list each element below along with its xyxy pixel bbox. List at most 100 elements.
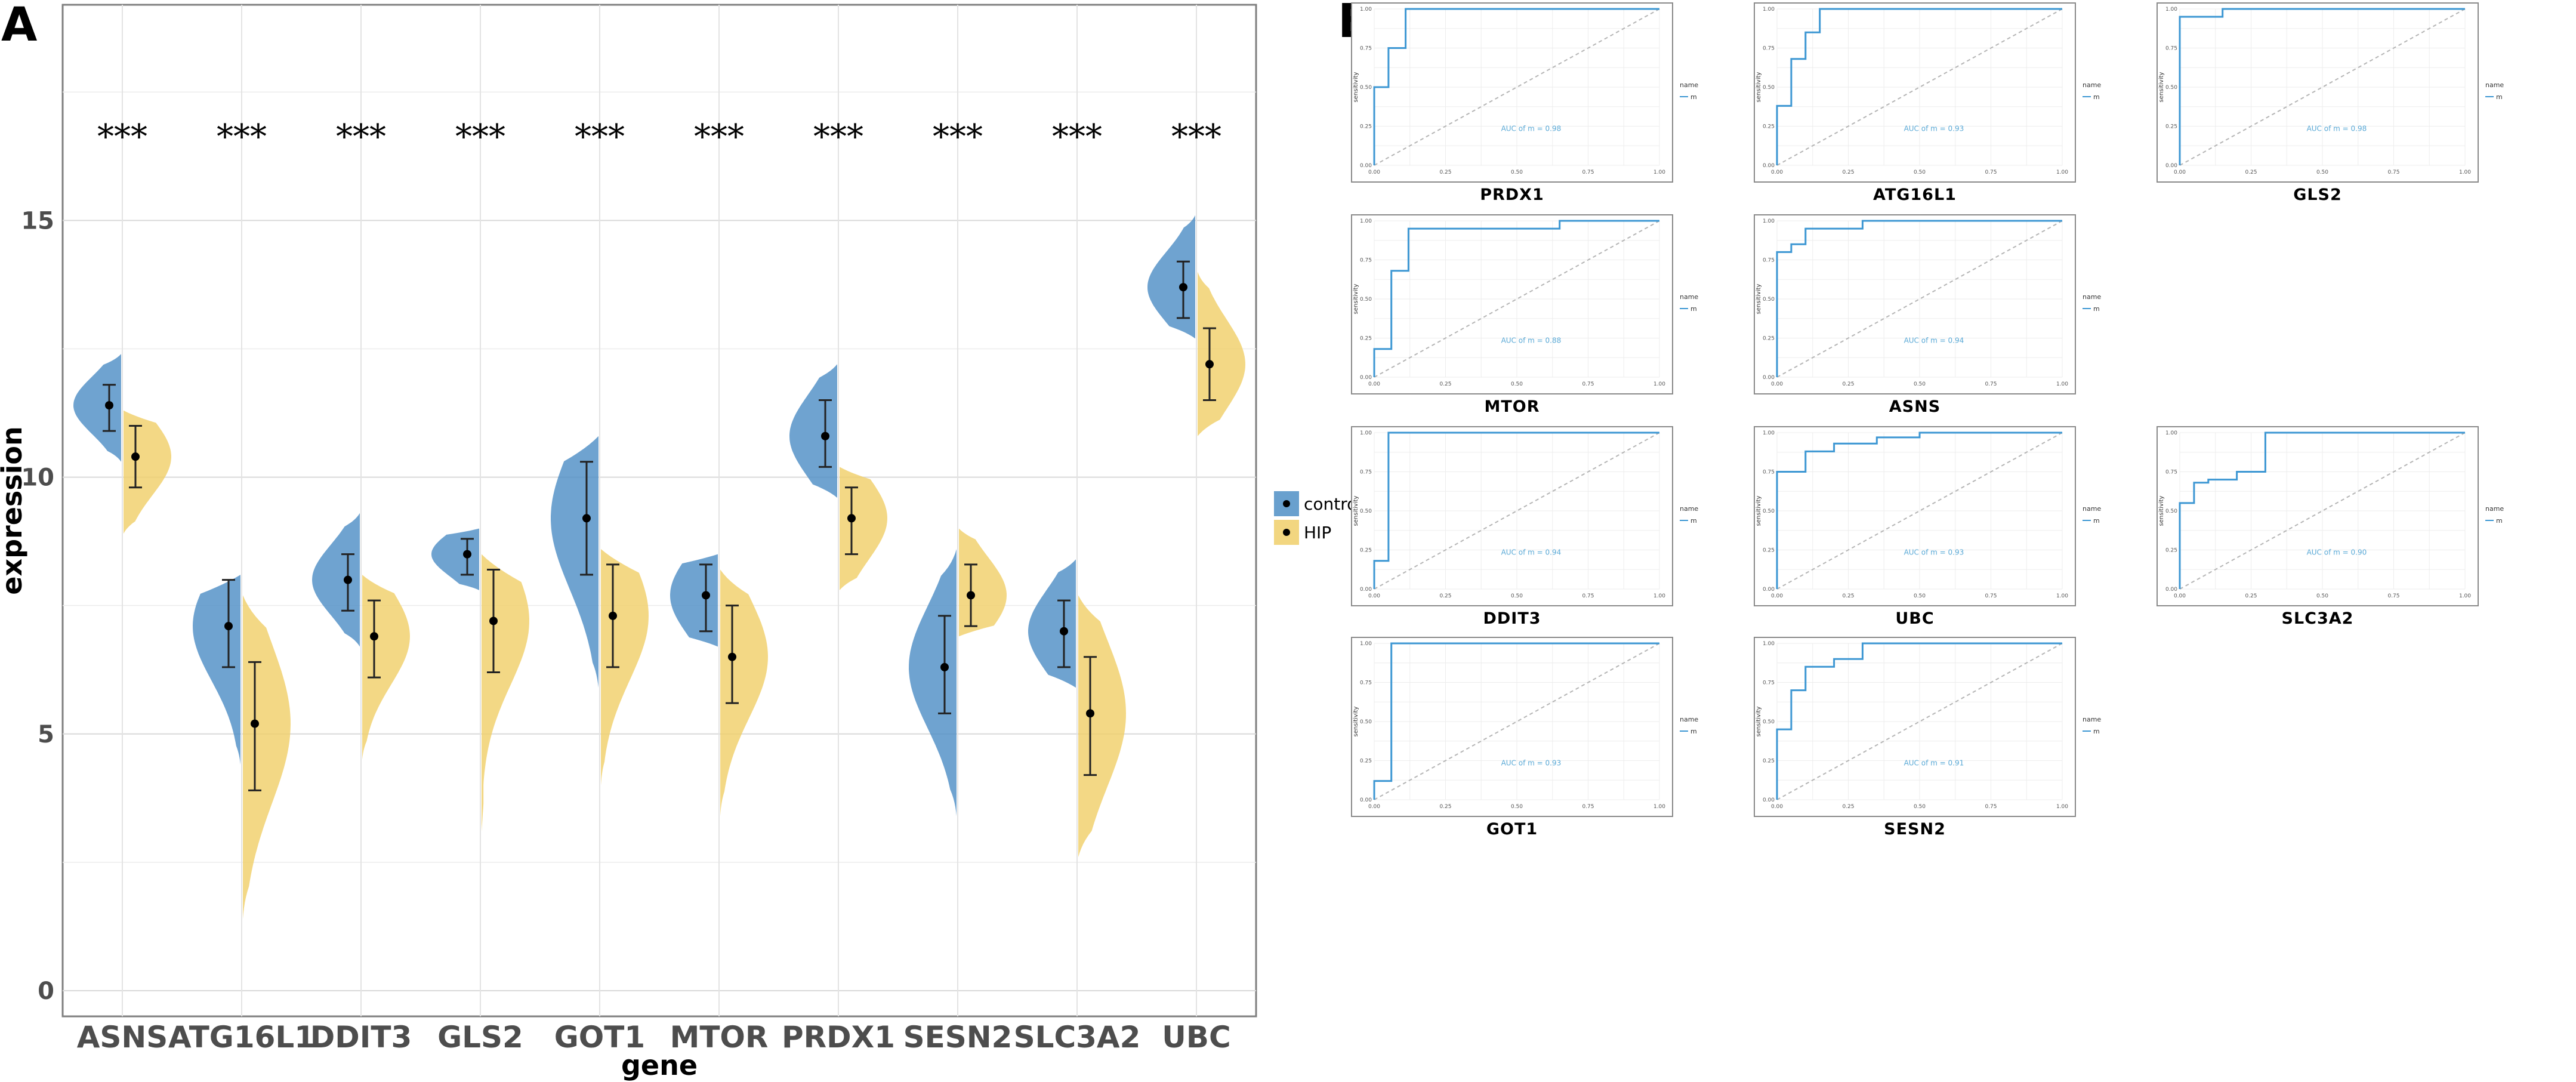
violin-marks (103, 260, 1216, 791)
roc-curve (1776, 431, 2062, 589)
roc-auc-label: AUC of m = 0.93 (1904, 548, 1964, 556)
roc-legend-entry: m (2093, 305, 2100, 313)
roc-diagonal (1374, 220, 1660, 378)
roc-x-tick: 0.75 (1582, 804, 1594, 810)
roc-x-tick: 0.75 (1582, 381, 1594, 387)
roc-x-tick: 0.75 (2387, 593, 2399, 599)
roc-y-tick: 0.00 (1360, 797, 1372, 803)
roc-x-tick: 1.00 (1653, 804, 1665, 810)
roc-y-tick: 0.50 (2165, 508, 2177, 514)
roc-diagonal (1374, 643, 1660, 800)
x-tick-SLC3A2: SLC3A2 (1014, 1020, 1141, 1055)
roc-x-tick: 0.25 (1439, 169, 1451, 175)
roc-x-tick: 0.00 (2174, 593, 2186, 599)
roc-y-tick: 0.75 (1763, 46, 1775, 52)
roc-diagonal (1776, 220, 2063, 378)
roc-auc-label: AUC of m = 0.98 (1501, 124, 1562, 132)
mean-point-HIP (131, 452, 140, 461)
roc-y-tick: 0.25 (2165, 124, 2177, 130)
roc-y-axis-title: sensitivity (2158, 495, 2165, 526)
roc-y-tick: 0.00 (2165, 587, 2177, 593)
roc-title: UBC (1895, 609, 1934, 628)
roc-plot-MTOR: 0.00 0.25 0.50 0.75 1.00 0.00 0.25 0.50 0.75 1.00… (1351, 214, 1698, 416)
roc-y-tick: 0.25 (1360, 124, 1372, 130)
roc-y-tick: 1.00 (2165, 430, 2177, 436)
roc-y-tick: 0.50 (1763, 85, 1775, 91)
roc-x-tick: 0.25 (1842, 593, 1854, 599)
roc-y-tick: 0.25 (1360, 759, 1372, 765)
roc-plot-SESN2: 0.00 0.25 0.50 0.75 1.00 0.00 0.25 0.50 0.75 1.00… (1754, 637, 2101, 839)
roc-x-tick: 1.00 (2459, 169, 2471, 175)
roc-y-tick: 0.75 (2165, 46, 2177, 52)
roc-y-tick: 1.00 (2165, 7, 2177, 13)
mean-point-control (940, 662, 949, 671)
roc-x-tick: 0.75 (1985, 804, 1997, 810)
roc-diagonal (1374, 432, 1660, 590)
roc-x-tick: 0.75 (1582, 593, 1594, 599)
legend-dot-control (1283, 500, 1290, 507)
x-axis-title: gene (621, 1049, 698, 1081)
significance-ATG16L1: *** (217, 118, 267, 156)
x-tick-UBC: UBC (1162, 1020, 1230, 1055)
roc-x-tick: 0.50 (1511, 169, 1523, 175)
roc-x-tick: 0.00 (1368, 169, 1380, 175)
roc-plot-GLS2: 0.00 0.25 0.50 0.75 1.00 0.00 0.25 0.50 0.75 1.00… (2157, 2, 2504, 204)
roc-x-tick: 0.50 (1511, 804, 1523, 810)
roc-diagonal (1776, 8, 2063, 166)
roc-frame (1754, 637, 2076, 817)
roc-y-tick: 1.00 (1360, 7, 1372, 13)
roc-y-tick: 0.25 (1360, 548, 1372, 554)
roc-x-tick: 0.50 (1511, 381, 1523, 387)
y-tick: 15 (21, 207, 54, 235)
mean-point-control (463, 550, 471, 559)
roc-y-tick: 0.50 (1360, 85, 1372, 91)
significance-ASNS: *** (97, 118, 147, 156)
roc-y-tick: 1.00 (1763, 430, 1775, 436)
roc-y-tick: 0.25 (1763, 336, 1775, 342)
x-tick-ASNS: ASNS (77, 1020, 168, 1055)
roc-title: DDIT3 (1483, 609, 1541, 628)
mean-point-control (1060, 627, 1068, 636)
roc-y-tick: 0.50 (1360, 297, 1372, 303)
roc-title: PRDX1 (1480, 186, 1544, 204)
roc-x-tick: 0.50 (1914, 169, 1926, 175)
mean-point-HIP (728, 652, 736, 661)
roc-y-tick: 0.75 (1763, 680, 1775, 686)
roc-legend-entry: m (2496, 517, 2503, 525)
roc-x-tick: 0.25 (1439, 804, 1451, 810)
roc-y-tick: 0.75 (1360, 258, 1372, 264)
roc-x-tick: 1.00 (1653, 593, 1665, 599)
legend-label-HIP: HIP (1304, 523, 1331, 542)
roc-y-tick: 0.25 (1763, 124, 1775, 130)
roc-x-tick: 0.50 (1914, 381, 1926, 387)
roc-auc-label: AUC of m = 0.93 (1501, 759, 1562, 767)
roc-auc-label: AUC of m = 0.94 (1501, 548, 1562, 556)
roc-x-tick: 0.25 (1439, 593, 1451, 599)
roc-auc-label: AUC of m = 0.98 (2307, 124, 2367, 132)
roc-y-tick: 0.50 (1763, 719, 1775, 725)
roc-legend-entry: m (2093, 93, 2100, 101)
roc-legend-title: name (1680, 81, 1698, 89)
roc-x-tick: 0.00 (1771, 593, 1783, 599)
roc-y-tick: 0.25 (2165, 548, 2177, 554)
legend-dot-HIP (1283, 529, 1290, 536)
roc-y-tick: 0.00 (1763, 797, 1775, 803)
roc-x-tick: 1.00 (2459, 593, 2471, 599)
roc-x-tick: 0.00 (2174, 169, 2186, 175)
roc-title: GOT1 (1486, 820, 1538, 839)
roc-legend-title: name (2083, 505, 2101, 513)
roc-y-axis-title: sensitivity (1756, 495, 1762, 526)
roc-curve (1776, 220, 2062, 377)
roc-x-tick: 1.00 (2056, 381, 2068, 387)
mean-point-HIP (251, 719, 259, 728)
roc-x-tick: 1.00 (2056, 804, 2068, 810)
roc-frame (1754, 214, 2076, 394)
roc-x-tick: 0.75 (1582, 169, 1594, 175)
violin-control-DDIT3 (312, 513, 360, 647)
roc-auc-label: AUC of m = 0.88 (1501, 336, 1562, 344)
roc-y-tick: 1.00 (1360, 641, 1372, 647)
y-tick: 10 (21, 464, 54, 492)
significance-GLS2: *** (455, 118, 505, 156)
violin-chart: *** *** *** *** *** *** *** *** *** *** ASNS ATG16… (0, 4, 1362, 1081)
